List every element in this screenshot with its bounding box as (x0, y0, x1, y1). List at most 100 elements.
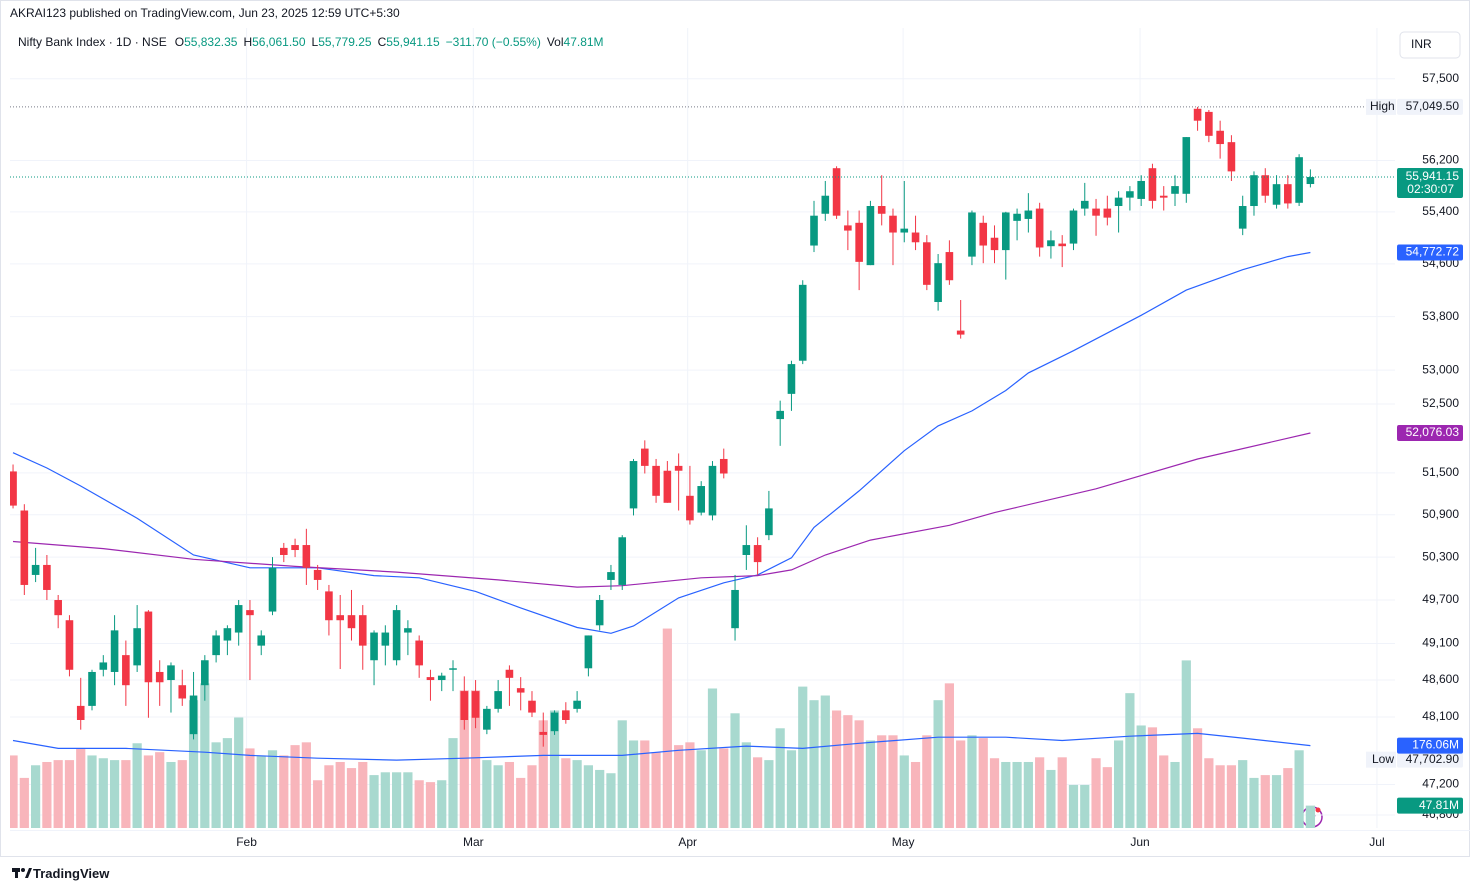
legend-symbol: Nifty Bank Index · 1D · NSE (18, 35, 167, 49)
volume-bar (358, 761, 368, 828)
y-tick-label: 52,500 (1422, 396, 1459, 410)
candle-body (155, 671, 164, 683)
y-tick-label: 53,800 (1422, 309, 1459, 323)
candle-body (201, 660, 209, 686)
candle-body (494, 691, 502, 709)
volume-bar (1080, 784, 1090, 828)
volume-bar (369, 775, 379, 828)
volume-bar (425, 782, 436, 828)
volume-bar (989, 758, 1000, 828)
candle-body (1182, 137, 1191, 194)
high-tag-text: 57,049.50 (1406, 99, 1460, 113)
footer-brand: TradingView (33, 866, 110, 881)
volume-bar (245, 748, 255, 828)
volume-bar (831, 710, 842, 828)
volume-bar (899, 755, 909, 828)
candle-body (629, 461, 638, 509)
candle-body (1216, 130, 1224, 145)
volume-bar (719, 748, 729, 828)
currency-box (1399, 31, 1461, 59)
publisher-header: AKRAI123 published on TradingView.com, J… (10, 6, 400, 20)
candle-body (122, 655, 130, 686)
x-tick-label: Feb (236, 835, 257, 849)
volume-bar (437, 780, 447, 828)
candle-body (889, 215, 897, 233)
volume-bar (132, 743, 142, 828)
candle-body (1114, 197, 1123, 207)
candle-body (1001, 212, 1010, 251)
candle-body (1193, 108, 1202, 121)
volume-bar (877, 735, 887, 828)
candle-body (956, 330, 965, 335)
low-label-box (1366, 751, 1396, 768)
candle-body (88, 671, 96, 706)
volume-bar (346, 768, 357, 828)
moving-average-line (12, 432, 1311, 588)
candle-body (234, 605, 243, 633)
x-tick-label: May (892, 835, 915, 849)
volume-bar (617, 720, 627, 828)
legend-value: 47.81M (563, 35, 604, 49)
candle-body (923, 242, 931, 285)
candle-body (1171, 186, 1179, 194)
candle-body (257, 635, 266, 646)
legend-value: 56,061.50 (252, 35, 306, 49)
candle-body (1126, 191, 1134, 198)
volume-bar (662, 628, 672, 828)
volume-bar (1249, 777, 1259, 828)
volume-bar (31, 765, 41, 828)
candle-body (392, 610, 401, 661)
candle-body (607, 572, 615, 580)
volume-bar (707, 688, 718, 828)
candle-body (562, 710, 570, 720)
volume-bar (459, 690, 469, 828)
volume-bar (1294, 750, 1304, 828)
volume-bar (188, 700, 199, 828)
candle-body (765, 508, 773, 536)
candle-body (223, 628, 232, 641)
candle-body (336, 615, 345, 621)
x-tick-label: Jun (1130, 835, 1149, 849)
candle-body (1205, 111, 1213, 136)
high-label-box (1366, 98, 1396, 115)
volume-bar (1125, 693, 1135, 828)
candle-body (821, 195, 830, 214)
volume-bar (798, 686, 808, 828)
candle-body (404, 628, 412, 633)
volume-bar (470, 690, 481, 828)
volume-bar (1001, 761, 1011, 828)
candle-body (753, 545, 762, 563)
volume-bar (786, 750, 797, 828)
volume-bar (944, 683, 954, 828)
volume-bar (572, 760, 582, 828)
volume-bar (177, 760, 187, 828)
candle-body (1306, 177, 1315, 185)
candle-body (1103, 208, 1112, 218)
volume-bar (256, 755, 266, 828)
volume-bar (1136, 725, 1146, 828)
candle-body (1272, 184, 1281, 205)
volume-bar (414, 780, 424, 828)
legend-value: 55,832.35 (184, 35, 238, 49)
candle-body (900, 228, 909, 233)
volume-bar (561, 758, 571, 828)
candle-body (483, 708, 491, 730)
volume-bar (1102, 767, 1112, 828)
volume-bar (10, 755, 18, 828)
volume-bar (854, 720, 864, 828)
volume-bar (527, 765, 537, 828)
volume-bar (1147, 727, 1158, 828)
candle-body (20, 510, 29, 585)
volume-bar (730, 713, 740, 828)
y-tick-label: 48,100 (1422, 709, 1459, 723)
candle-body (798, 284, 807, 361)
candle-body (979, 222, 988, 246)
volume-bar (1057, 757, 1067, 828)
candle-body (686, 495, 694, 521)
candle-body (1250, 175, 1258, 207)
volume-bar (1305, 805, 1315, 828)
candle-body (731, 589, 739, 629)
x-tick-label: Apr (678, 835, 697, 849)
